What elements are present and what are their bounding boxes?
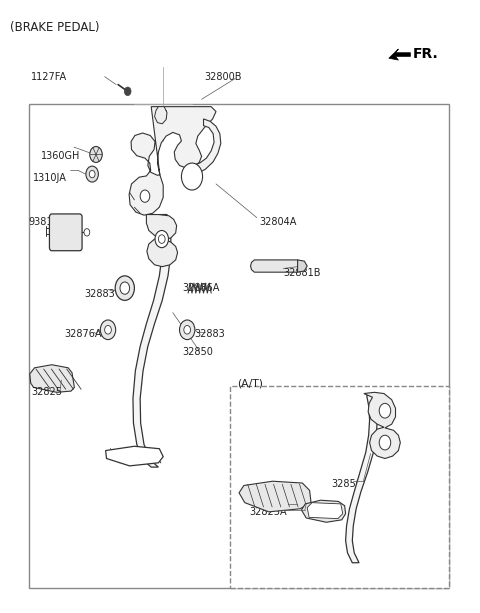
Text: 32850: 32850 xyxy=(182,348,213,357)
Polygon shape xyxy=(239,481,311,512)
Text: (BRAKE PEDAL): (BRAKE PEDAL) xyxy=(10,21,99,34)
Circle shape xyxy=(89,170,95,178)
Polygon shape xyxy=(307,503,343,519)
FancyBboxPatch shape xyxy=(49,214,82,251)
Circle shape xyxy=(100,320,116,340)
Text: 1360GH: 1360GH xyxy=(41,151,80,161)
Text: 32881B: 32881B xyxy=(283,268,321,278)
Text: FR.: FR. xyxy=(413,47,439,61)
Bar xyxy=(230,386,449,588)
Circle shape xyxy=(180,320,195,340)
Polygon shape xyxy=(155,107,167,124)
Circle shape xyxy=(84,229,90,236)
Circle shape xyxy=(90,147,102,162)
Text: 32876A: 32876A xyxy=(65,329,102,339)
Circle shape xyxy=(115,276,134,300)
Polygon shape xyxy=(133,215,171,467)
Text: 32850: 32850 xyxy=(331,479,362,489)
Circle shape xyxy=(184,326,191,334)
Text: 1310JA: 1310JA xyxy=(33,173,67,183)
Text: 32883: 32883 xyxy=(84,289,115,299)
Circle shape xyxy=(181,163,203,190)
Polygon shape xyxy=(389,49,410,60)
Polygon shape xyxy=(301,500,346,522)
Polygon shape xyxy=(364,392,400,459)
Text: 32825A: 32825A xyxy=(250,507,287,517)
Circle shape xyxy=(379,403,391,418)
Circle shape xyxy=(105,326,111,334)
Polygon shape xyxy=(251,260,301,272)
Bar xyxy=(29,104,449,588)
Text: 32825: 32825 xyxy=(31,387,62,397)
Text: 93810A: 93810A xyxy=(29,217,66,227)
Text: 32886A: 32886A xyxy=(182,283,220,293)
Circle shape xyxy=(379,435,391,450)
Text: 32883: 32883 xyxy=(194,329,225,339)
Polygon shape xyxy=(30,365,74,392)
Text: (A/T): (A/T) xyxy=(238,379,264,389)
Circle shape xyxy=(120,282,130,294)
Text: 32800B: 32800B xyxy=(204,72,241,82)
Circle shape xyxy=(140,190,150,202)
Circle shape xyxy=(86,166,98,182)
Text: 1127FA: 1127FA xyxy=(31,72,67,82)
Polygon shape xyxy=(346,395,377,563)
Polygon shape xyxy=(146,215,178,267)
Polygon shape xyxy=(298,260,307,272)
Circle shape xyxy=(124,87,131,96)
Circle shape xyxy=(155,230,168,248)
Text: 32804A: 32804A xyxy=(259,217,297,227)
Polygon shape xyxy=(106,446,163,466)
Polygon shape xyxy=(129,107,216,215)
Circle shape xyxy=(158,235,165,243)
Polygon shape xyxy=(191,119,221,173)
